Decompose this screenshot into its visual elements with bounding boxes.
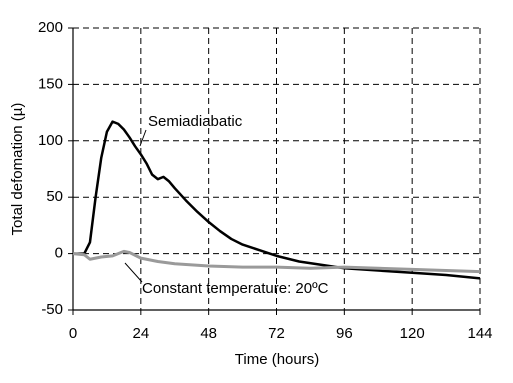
x-tick-label: 0 xyxy=(69,325,77,342)
series-label: Constant temperature: 20ºC xyxy=(142,280,329,297)
y-axis-label: Total defomation (µ) xyxy=(9,103,26,236)
x-tick-label: 144 xyxy=(467,325,492,342)
series-line xyxy=(73,120,481,280)
x-tick-label: 48 xyxy=(200,325,217,342)
y-tick-label: 200 xyxy=(38,19,63,36)
y-tick-label: -50 xyxy=(41,301,63,318)
series-line xyxy=(72,249,481,274)
series-label: Semiadiabatic xyxy=(148,113,243,130)
x-tick-label: 72 xyxy=(268,325,285,342)
leader-line xyxy=(139,129,147,147)
y-tick-label: 150 xyxy=(38,75,63,92)
y-tick-label: 100 xyxy=(38,132,63,149)
x-tick-label: 120 xyxy=(400,325,425,342)
leader-line xyxy=(124,262,143,283)
x-axis-label: Time (hours) xyxy=(235,351,319,368)
x-tick-label: 24 xyxy=(132,325,149,342)
x-tick-label: 96 xyxy=(336,325,353,342)
y-tick-label: 0 xyxy=(55,245,63,262)
y-tick-label: 50 xyxy=(46,188,63,205)
